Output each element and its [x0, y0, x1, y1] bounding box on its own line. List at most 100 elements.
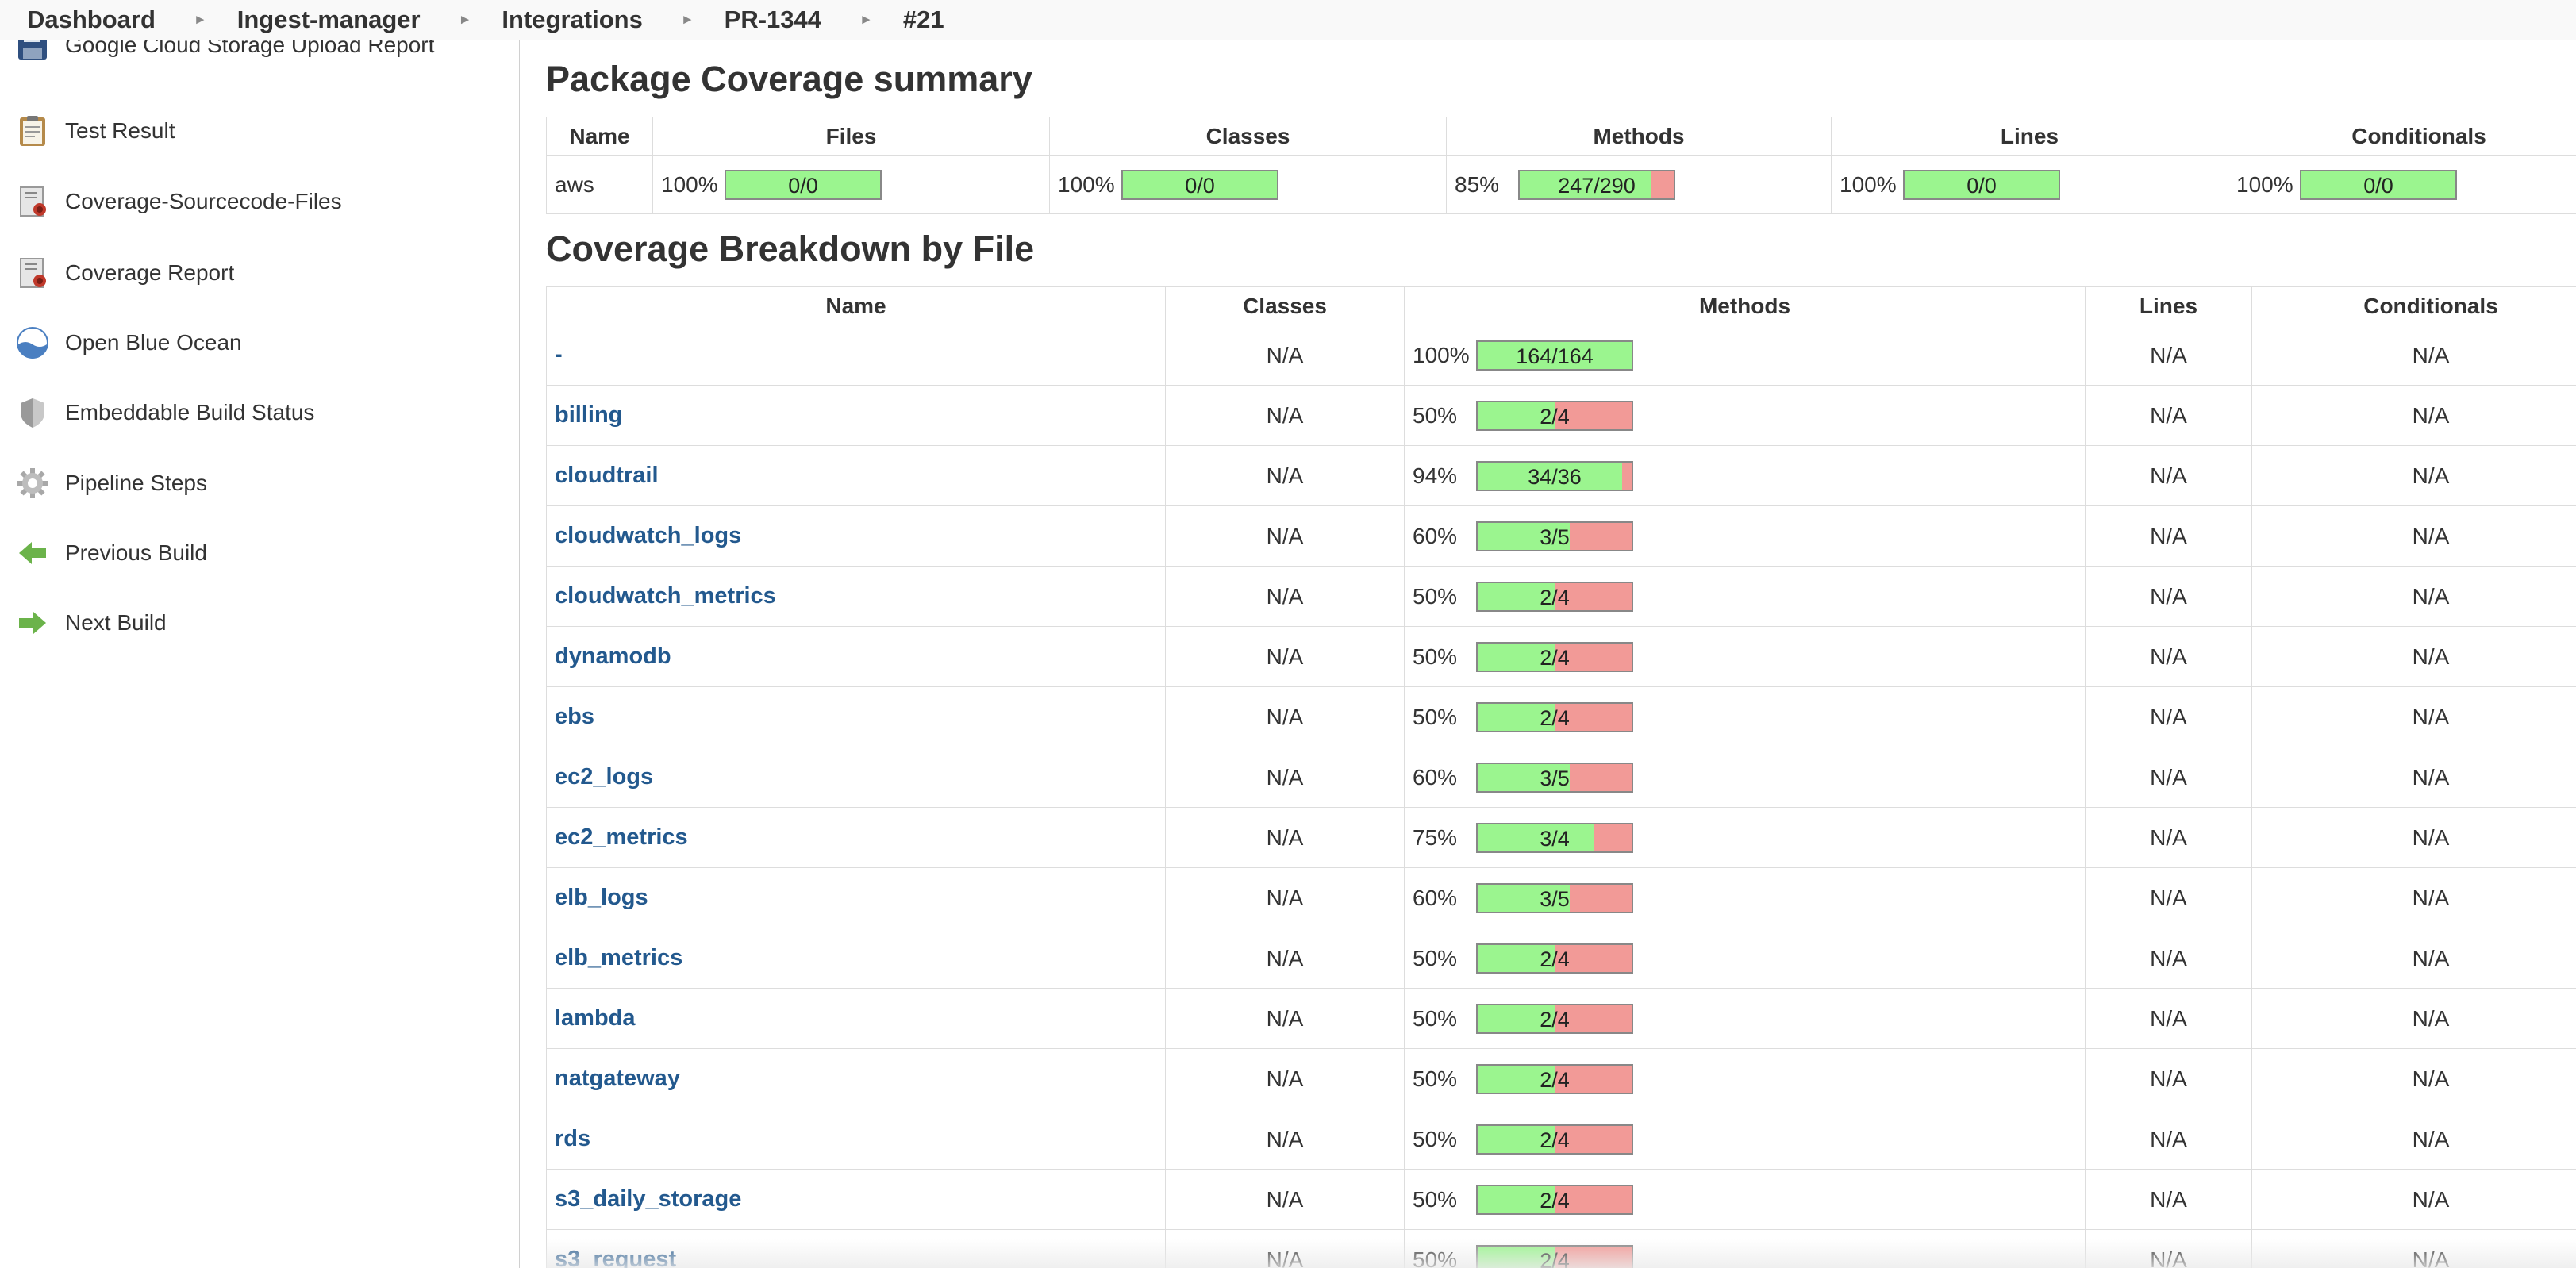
table-row: rds N/A 50% 2/4 N/A N/A	[546, 1109, 2576, 1170]
coverage-percent: 75%	[1413, 824, 1458, 850]
sidebar-item-coverage-sourcecode-files[interactable]: Coverage-Sourcecode-Files	[16, 178, 342, 225]
file-link[interactable]: elb_metrics	[555, 945, 683, 970]
file-link[interactable]: cloudwatch_logs	[555, 523, 742, 548]
conditionals-cell: N/A	[2251, 566, 2576, 627]
sidebar-item-label: Google Cloud Storage Upload Report	[65, 40, 435, 57]
file-link[interactable]: ec2_logs	[555, 764, 654, 790]
coverage-cell-content: 100% 0/0	[2228, 156, 2576, 213]
breadcrumb-build[interactable]: #21	[902, 6, 944, 33]
coverage-cell-content: 50% 2/4	[1405, 1109, 2085, 1169]
file-name-cell: ec2_metrics	[546, 807, 1166, 868]
column-header[interactable]: Lines	[1831, 117, 2228, 156]
coverage-cell: 100% 0/0	[2228, 155, 2576, 214]
coverage-bar-fill	[1478, 643, 1555, 671]
column-header[interactable]: Lines	[2085, 286, 2252, 325]
conditionals-cell: N/A	[2251, 867, 2576, 928]
sidebar-item-next-build[interactable]: Next Build	[16, 599, 167, 647]
file-link[interactable]: -	[555, 342, 563, 367]
file-link[interactable]: dynamodb	[555, 644, 671, 669]
sidebar-item-embeddable-build-status[interactable]: Embeddable Build Status	[16, 389, 314, 436]
coverage-bar-fill	[1478, 582, 1555, 610]
file-link[interactable]: billing	[555, 402, 623, 428]
sidebar-item-label: Next Build	[65, 610, 167, 635]
coverage-bar: 0/0	[1121, 169, 1278, 200]
file-link[interactable]: ebs	[555, 704, 594, 729]
coverage-cell: 85% 247/290	[1446, 155, 1832, 214]
lines-cell: N/A	[2085, 1109, 2252, 1170]
coverage-percent: 50%	[1413, 583, 1458, 609]
coverage-bar: 2/4	[1476, 1184, 1633, 1215]
sidebar-item-label: Embeddable Build Status	[65, 400, 315, 425]
table-row: ec2_metrics N/A 75% 3/4 N/A N/A	[546, 807, 2576, 868]
chevron-right-icon: ►	[193, 12, 207, 27]
coverage-ratio: 2/4	[1540, 404, 1570, 428]
coverage-cell: 100% 0/0	[1831, 155, 2228, 214]
coverage-cell-content: 50% 2/4	[1405, 989, 2085, 1048]
methods-cell: 60% 3/5	[1404, 867, 2086, 928]
coverage-bar-fill	[726, 171, 880, 198]
file-link[interactable]: rds	[555, 1126, 591, 1151]
breadcrumb-dashboard[interactable]: Dashboard	[27, 6, 156, 33]
lines-cell: N/A	[2085, 505, 2252, 567]
coverage-cell-content: 60% 3/5	[1405, 868, 2085, 928]
file-link[interactable]: natgateway	[555, 1066, 680, 1091]
column-header[interactable]: Methods	[1404, 286, 2086, 325]
sidebar-item-pipeline-steps[interactable]: Pipeline Steps	[16, 459, 207, 507]
coverage-percent: 50%	[1413, 644, 1458, 669]
methods-cell: 75% 3/4	[1404, 807, 2086, 868]
breadcrumb-ingest-manager[interactable]: Ingest-manager	[236, 6, 421, 33]
methods-cell: 50% 2/4	[1404, 1169, 2086, 1230]
coverage-percent: 50%	[1413, 1126, 1458, 1151]
coverage-percent: 94%	[1413, 463, 1458, 488]
column-header[interactable]: Classes	[1165, 286, 1405, 325]
file-link[interactable]: ec2_metrics	[555, 824, 688, 850]
sidebar-item-test-result[interactable]: Test Result	[16, 107, 175, 155]
column-header[interactable]: Files	[652, 117, 1050, 156]
sidebar-item-open-blue-ocean[interactable]: Open Blue Ocean	[16, 319, 242, 367]
coverage-bar-fill	[1520, 171, 1651, 198]
lines-cell: N/A	[2085, 988, 2252, 1049]
file-link[interactable]: s3_daily_storage	[555, 1186, 742, 1212]
file-name-cell: billing	[546, 385, 1166, 446]
arrow-left-icon	[16, 536, 49, 570]
lines-cell: N/A	[2085, 686, 2252, 747]
coverage-cell-content: 75% 3/4	[1405, 808, 2085, 867]
table-row: elb_metrics N/A 50% 2/4 N/A N/A	[546, 928, 2576, 989]
lines-cell: N/A	[2085, 867, 2252, 928]
coverage-bar-fill	[1478, 1065, 1555, 1093]
breadcrumb-pr[interactable]: PR-1344	[724, 6, 822, 33]
column-header[interactable]: Conditionals	[2228, 117, 2576, 156]
conditionals-cell: N/A	[2251, 747, 2576, 808]
coverage-percent: 100%	[1413, 342, 1470, 367]
coverage-ratio: 3/4	[1540, 826, 1570, 851]
coverage-bar: 2/4	[1476, 1003, 1633, 1034]
column-header[interactable]: Classes	[1049, 117, 1447, 156]
sidebar-item-label: Open Blue Ocean	[65, 330, 242, 355]
breadcrumb-integrations[interactable]: Integrations	[502, 6, 643, 33]
coverage-bar-fill	[2301, 171, 2455, 198]
sidebar: Google Cloud Storage Upload Report Test …	[0, 40, 520, 1268]
coverage-ratio: 2/4	[1540, 947, 1570, 971]
column-header[interactable]: Methods	[1446, 117, 1832, 156]
floppy-disk-icon	[16, 40, 49, 62]
conditionals-cell: N/A	[2251, 1048, 2576, 1109]
table-row: cloudwatch_metrics N/A 50% 2/4 N/A N/A	[546, 566, 2576, 627]
sidebar-item-coverage-report[interactable]: Coverage Report	[16, 249, 234, 297]
sidebar-item-gcs-upload-report[interactable]: Google Cloud Storage Upload Report	[16, 40, 434, 69]
chevron-right-icon: ►	[859, 12, 873, 27]
file-link[interactable]: cloudwatch_metrics	[555, 583, 776, 609]
column-header[interactable]: Name	[546, 117, 653, 156]
column-header[interactable]: Name	[546, 286, 1166, 325]
table-row: ebs N/A 50% 2/4 N/A N/A	[546, 686, 2576, 747]
file-link[interactable]: elb_logs	[555, 885, 648, 910]
coverage-ratio: 2/4	[1540, 1007, 1570, 1032]
column-header[interactable]: Conditionals	[2251, 286, 2576, 325]
file-link[interactable]: lambda	[555, 1005, 636, 1031]
sidebar-item-previous-build[interactable]: Previous Build	[16, 529, 207, 577]
coverage-bar-fill	[1478, 462, 1623, 490]
file-link[interactable]: cloudtrail	[555, 463, 659, 488]
methods-cell: 50% 2/4	[1404, 1048, 2086, 1109]
lines-cell: N/A	[2085, 566, 2252, 627]
blue-ocean-icon	[16, 326, 49, 359]
coverage-bar-fill	[1478, 522, 1571, 550]
